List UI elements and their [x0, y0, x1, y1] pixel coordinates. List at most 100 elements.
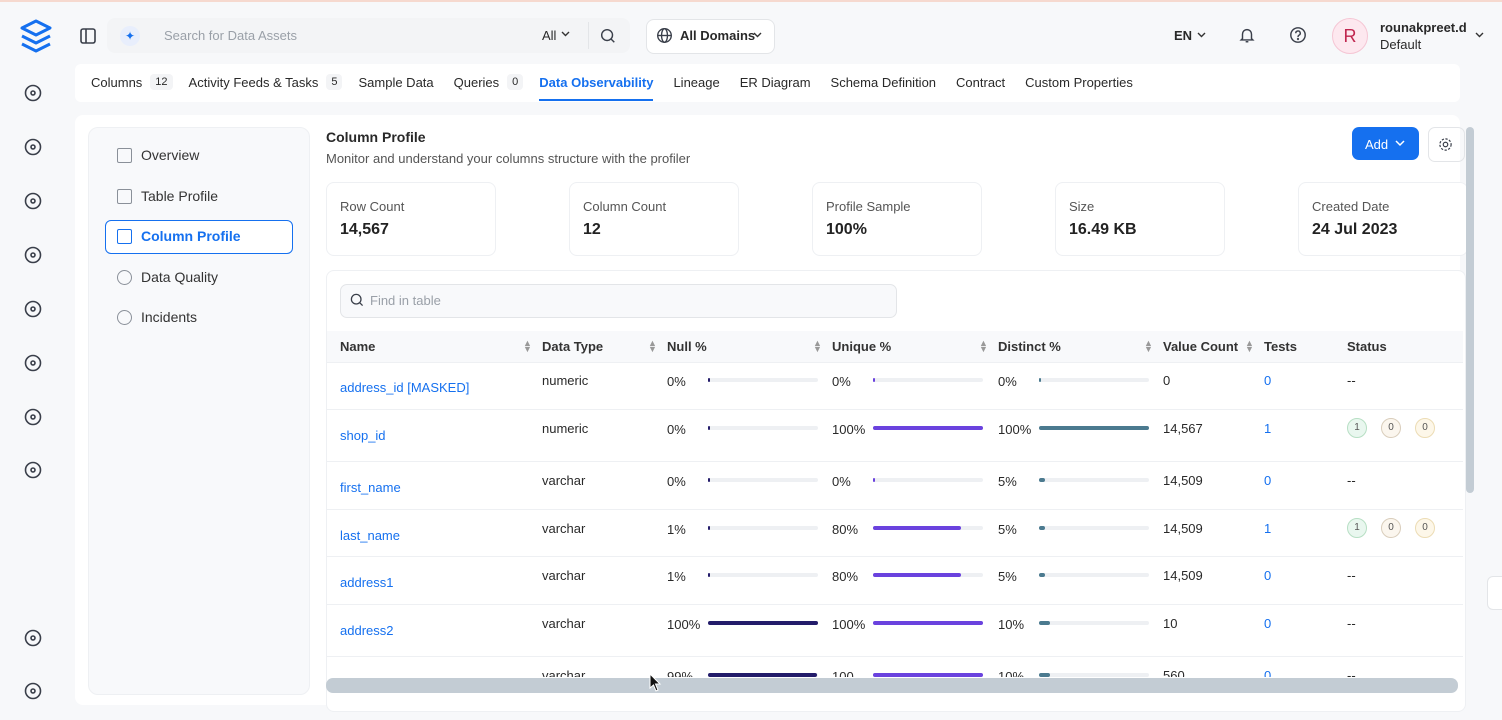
tab[interactable]: Activity Feeds & Tasks — [188, 75, 319, 90]
tab[interactable]: Sample Data — [358, 75, 434, 90]
bar-track — [708, 526, 818, 530]
profile-subtitle: Monitor and understand your columns stru… — [326, 151, 691, 166]
sidebar-toggle[interactable] — [78, 26, 98, 46]
nav-item[interactable]: Overview — [141, 147, 200, 163]
nav-icon[interactable] — [23, 299, 43, 319]
stat-value: 100% — [826, 221, 867, 238]
language[interactable]: EN — [1174, 28, 1193, 43]
percent-label: 0% — [667, 374, 686, 389]
stat-label: Row Count — [340, 199, 405, 214]
tests[interactable]: 0 — [1264, 668, 1272, 677]
percent-label: 100% — [832, 422, 866, 437]
tab[interactable]: Data Observability — [539, 75, 654, 90]
avatar[interactable]: R — [1332, 18, 1368, 54]
nav-icon — [117, 148, 132, 163]
nav-icon[interactable] — [23, 460, 43, 480]
stat-value: 24 Jul 2023 — [1312, 221, 1398, 238]
table-body: address_id [MASKED] numeric 0% 0% 0% 0 0 -- shop… — [327, 362, 1463, 677]
tests[interactable]: 0 — [1264, 568, 1272, 583]
bar-fill — [1039, 526, 1045, 530]
column-name[interactable]: shop_id — [340, 428, 386, 443]
nav-icon[interactable] — [23, 681, 43, 701]
value-count: 14,509 — [1163, 568, 1203, 583]
status: -- — [1347, 668, 1356, 677]
stat-value: 12 — [583, 221, 601, 238]
chevron[interactable] — [1475, 32, 1484, 38]
column-name[interactable]: address1 — [340, 575, 394, 590]
nav-icon[interactable] — [23, 353, 43, 373]
nav-item[interactable]: Data Quality — [141, 268, 219, 285]
stat-card: Column Count 12 — [569, 182, 739, 256]
column-name[interactable]: address_id [MASKED] — [340, 380, 470, 395]
user-name: rounakpreet.d — [1380, 20, 1467, 35]
tests[interactable]: 1 — [1264, 521, 1272, 536]
add-label: Add — [1365, 137, 1389, 152]
table-header: Name ▲ ▼ Data Type ▲ ▼ Null % ▲ ▼ Unique % ▲ ▼ Disti… — [327, 331, 1463, 363]
value-count: 14,509 — [1163, 473, 1203, 488]
help-icon[interactable] — [1289, 26, 1307, 44]
tab[interactable]: Contract — [956, 75, 1006, 90]
chevron — [1197, 32, 1206, 38]
user-role: Default — [1380, 37, 1422, 52]
search-icon[interactable] — [599, 27, 617, 45]
v-scrollbar[interactable] — [1466, 127, 1474, 493]
percent-label: 100% — [998, 422, 1032, 437]
nav-item[interactable]: Table Profile — [141, 187, 219, 204]
settings-button[interactable] — [1428, 127, 1465, 162]
tab[interactable]: Queries — [453, 75, 500, 90]
column-name[interactable]: first_name — [340, 480, 401, 495]
tab[interactable]: Custom Properties — [1025, 75, 1133, 90]
bar-fill — [708, 673, 817, 677]
column-name[interactable]: address2 — [340, 623, 394, 638]
percent-label: 0% — [667, 422, 686, 437]
data-type: varchar — [542, 568, 586, 583]
search-box[interactable] — [107, 18, 630, 53]
tab[interactable]: ER Diagram — [739, 75, 811, 90]
nav-icon[interactable] — [23, 245, 43, 265]
bar-fill — [1039, 673, 1050, 677]
bar-fill — [708, 621, 818, 625]
percent-label: 0% — [832, 474, 851, 489]
nav-icon[interactable] — [23, 83, 43, 103]
percent-label: 5% — [998, 569, 1017, 584]
percent-label: 80% — [832, 522, 859, 537]
column-name[interactable]: last_name — [340, 528, 400, 543]
nav-icon[interactable] — [23, 628, 43, 648]
status: -- — [1347, 616, 1356, 631]
add-button[interactable] — [1352, 127, 1419, 160]
h-scrollbar[interactable] — [326, 678, 1458, 693]
nav-active — [105, 220, 293, 254]
tab[interactable]: Columns — [91, 75, 143, 90]
nav-icon[interactable] — [23, 191, 43, 211]
percent-label: 10% — [998, 669, 1025, 677]
ai-icon[interactable]: ✦ — [120, 26, 140, 46]
tab[interactable]: Schema Definition — [830, 75, 937, 90]
bar-fill — [708, 426, 710, 430]
tests[interactable]: 0 — [1264, 373, 1272, 388]
percent-label: 99% — [667, 669, 694, 677]
sort-icon: ▲ ▼ — [979, 338, 988, 354]
table-search[interactable] — [340, 284, 897, 318]
side-toggle[interactable] — [1487, 576, 1502, 610]
chevron — [561, 31, 570, 37]
search-scope[interactable]: All — [542, 28, 557, 43]
logo[interactable] — [18, 18, 54, 54]
bell-icon[interactable] — [1238, 26, 1256, 44]
bar-fill — [708, 526, 710, 530]
tests[interactable]: 0 — [1264, 616, 1272, 631]
tests[interactable]: 1 — [1264, 421, 1272, 436]
profile-nav: Overview Table Profile Column Profile Data … — [88, 127, 310, 695]
bar-track — [1039, 526, 1149, 530]
nav-item[interactable]: Incidents — [141, 309, 198, 325]
column-header: Distinct % — [998, 339, 1061, 354]
tests[interactable]: 0 — [1264, 473, 1272, 488]
data-type: varchar — [542, 616, 586, 631]
bar-track — [873, 478, 983, 482]
tab[interactable]: Lineage — [673, 75, 720, 90]
status-badge: 0 — [1381, 518, 1401, 538]
nav-icon[interactable] — [23, 137, 43, 157]
nav-item[interactable]: Column Profile — [141, 228, 241, 244]
nav-icon[interactable] — [23, 407, 43, 427]
percent-label: 100 — [832, 669, 854, 677]
stat-card: Size 16.49 KB — [1055, 182, 1225, 256]
